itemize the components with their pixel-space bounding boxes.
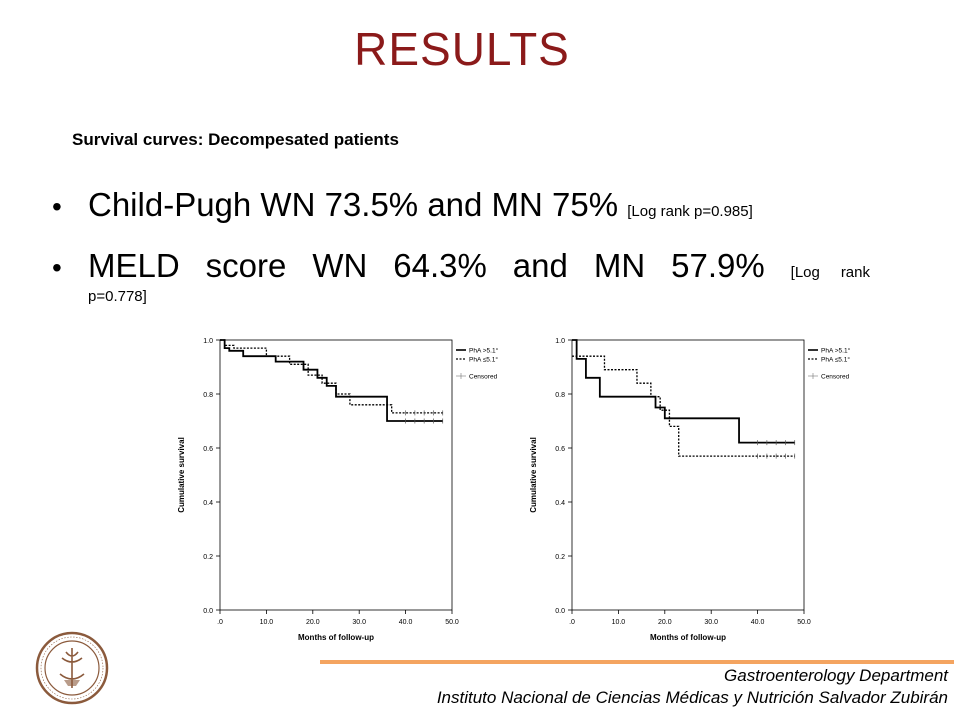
bullet-main-text: Child-Pugh WN 73.5% and MN 75% [88,186,619,223]
y-tick-label: 0.0 [555,608,565,615]
bullet-note: [Log rank [790,264,870,281]
legend-entry: Censored [469,374,498,381]
legend-entry: PhA ≤5.1° [821,356,850,364]
y-axis-label: Cumulative survival [529,437,538,513]
bullet-note: [Log rank p=0.985] [627,203,753,220]
series-line-1 [220,339,443,422]
x-tick-label: 50.0 [797,619,811,626]
survival-chart-child-pugh: 0.0 0.2 0.4 0.6 0.8 1.0 .0 10.0 20.0 30.0 40.0 50.0… [177,338,499,642]
series-line-2 [220,339,443,414]
plot-frame [571,339,805,611]
survival-chart-meld: 0.0 0.2 0.4 0.6 0.8 1.0 .0 10.0 20.0 30.0 40.0 50.0… [529,338,851,642]
x-tick-label: .0 [217,619,223,626]
y-tick-label: 0.2 [555,554,565,561]
footer-institute: Instituto Nacional de Ciencias Médicas y… [436,688,948,707]
x-tick-label: .0 [569,619,575,626]
bullet-dot-icon: • [52,191,62,222]
y-tick-label: 0.6 [555,446,565,453]
x-tick-label: 30.0 [352,619,366,626]
y-tick-label: 0.8 [555,392,565,399]
x-axis-label: Months of follow-up [298,633,374,642]
legend-entry: PhA >5.1° [821,347,851,355]
bullet-main-text: MELD score WN 64.3% and MN 57.9% [88,247,765,284]
bullet-dot-icon: • [52,252,62,283]
x-tick-label: 40.0 [751,619,765,626]
x-tick-label: 30.0 [704,619,718,626]
plot-frame [219,339,453,611]
y-tick-label: 0.2 [203,554,213,561]
x-axis-label: Months of follow-up [650,633,726,642]
x-tick-label: 40.0 [399,619,413,626]
footer-divider [320,660,954,664]
footer-department: Gastroenterology Department [724,666,948,685]
x-tick-label: 20.0 [658,619,672,626]
series-line-2 [572,355,795,457]
bullet-child-pugh: • Child-Pugh WN 73.5% and MN 75% [Log ra… [50,185,870,232]
y-tick-label: 1.0 [203,338,213,345]
legend-entry: PhA ≤5.1° [469,356,498,364]
bullet-note-continued: p=0.778] [88,288,147,305]
bullet-meld: • MELD score WN 64.3% and MN 57.9% [Log … [50,246,870,293]
institute-seal-logo [35,631,109,705]
x-tick-label: 10.0 [612,619,626,626]
slide-subtitle: Survival curves: Decompesated patients [72,130,399,149]
y-tick-label: 0.8 [203,392,213,399]
y-axis-label: Cumulative survival [177,437,186,513]
x-tick-label: 20.0 [306,619,320,626]
bullet-list: • Child-Pugh WN 73.5% and MN 75% [Log ra… [50,185,870,293]
x-tick-label: 50.0 [445,619,459,626]
series-line-1 [572,339,795,444]
y-tick-label: 1.0 [555,338,565,345]
y-tick-label: 0.6 [203,446,213,453]
x-tick-label: 10.0 [260,619,274,626]
legend-entry: PhA >5.1° [469,347,499,355]
slide-title: RESULTS [354,23,570,75]
y-tick-label: 0.0 [203,608,213,615]
y-tick-label: 0.4 [555,500,565,507]
legend-entry: Censored [821,374,850,381]
y-tick-label: 0.4 [203,500,213,507]
